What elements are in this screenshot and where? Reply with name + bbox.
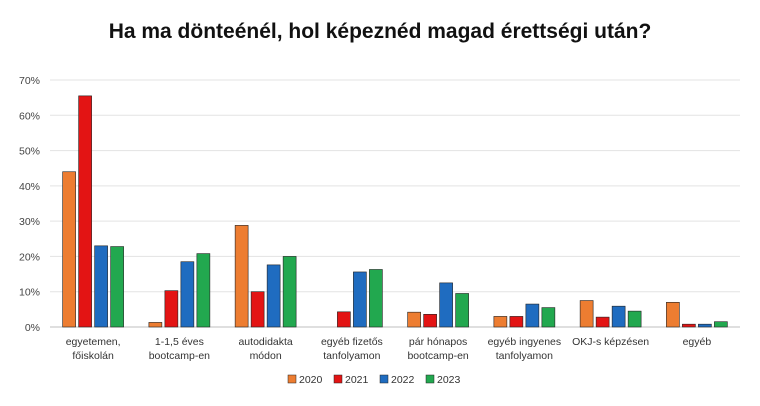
bar — [525, 303, 540, 328]
bar — [439, 282, 453, 328]
legend-label: 2022 — [391, 374, 415, 386]
legend-swatch — [333, 374, 343, 384]
y-tick-label: 70% — [19, 75, 40, 87]
legend-swatch — [379, 374, 389, 384]
legend-swatch — [287, 374, 297, 384]
bar — [78, 95, 92, 328]
x-category-label: tanfolyamon — [496, 350, 553, 362]
bar — [164, 290, 179, 328]
x-category-label: egyéb fizetős — [321, 336, 383, 348]
bar — [266, 264, 281, 328]
y-tick-label: 30% — [19, 216, 40, 228]
y-tick-label: 60% — [19, 110, 40, 122]
bar — [714, 321, 728, 328]
bar — [353, 271, 367, 328]
x-category-label: egyetemen, — [66, 336, 121, 348]
bar — [62, 171, 76, 328]
bar — [541, 307, 556, 328]
chart-title: Ha ma dönteénél, hol képeznéd magad éret… — [108, 20, 652, 43]
bar — [698, 323, 712, 328]
x-category-label: egyéb ingyenes — [488, 336, 562, 348]
legend-label: 2021 — [345, 374, 369, 386]
x-category-label: bootcamp-en — [407, 350, 468, 362]
y-tick-label: 10% — [19, 287, 40, 299]
bar — [110, 246, 124, 328]
bar — [148, 322, 163, 328]
bar — [611, 305, 626, 328]
y-tick-label: 50% — [19, 146, 40, 158]
x-category-label: egyéb — [683, 336, 712, 348]
bar — [666, 301, 680, 328]
legend-label: 2020 — [299, 374, 323, 386]
y-tick-label: 40% — [19, 181, 40, 193]
x-category-label: módon — [250, 350, 282, 362]
bar — [595, 316, 610, 328]
bar — [509, 316, 524, 328]
x-category-label: pár hónapos — [409, 336, 467, 348]
bar — [407, 311, 421, 328]
x-category-label: OKJ-s képzésen — [572, 336, 649, 348]
y-tick-label: 20% — [19, 251, 40, 263]
bar — [455, 293, 469, 328]
bar — [579, 300, 594, 328]
legend-swatch — [425, 374, 435, 384]
bar — [423, 313, 437, 328]
bar — [337, 311, 351, 328]
bar — [282, 256, 297, 328]
bar — [234, 225, 249, 328]
bar — [493, 316, 508, 328]
bar — [180, 261, 195, 328]
x-category-label: főiskolán — [72, 350, 114, 362]
bar — [369, 269, 383, 328]
bar — [682, 323, 696, 328]
legend-label: 2023 — [437, 374, 461, 386]
x-category-label: 1-1,5 éves — [155, 336, 204, 348]
bar — [250, 291, 265, 328]
bar — [627, 310, 642, 328]
y-tick-label: 0% — [25, 322, 40, 334]
bar — [94, 245, 108, 328]
x-category-label: autodidakta — [238, 336, 292, 348]
x-category-label: bootcamp-en — [149, 350, 210, 362]
bar — [196, 253, 211, 328]
x-category-label: tanfolyamon — [323, 350, 380, 362]
